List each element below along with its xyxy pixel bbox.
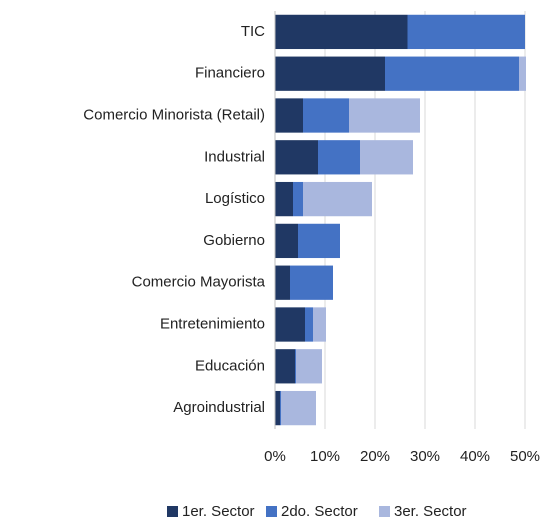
x-tick-label: 50%: [510, 448, 540, 465]
bar-segment: [360, 140, 413, 175]
bar-segment: [275, 349, 295, 384]
y-tick-label: Industrial: [204, 148, 265, 165]
bar-segment: [281, 390, 316, 426]
bar-segment: [275, 223, 298, 259]
y-tick-label: Financiero: [195, 65, 265, 82]
bar-segment: [275, 265, 290, 300]
bar-segment: [275, 98, 303, 133]
y-tick-label: Comercio Minorista (Retail): [83, 106, 265, 123]
bar-segment: [295, 349, 296, 384]
legend-label: 3er. Sector: [394, 503, 467, 520]
x-tick-label: 0%: [264, 448, 286, 465]
bar-segment: [290, 265, 333, 300]
x-tick-label: 30%: [410, 448, 440, 465]
y-tick-label: Comercio Mayorista: [132, 274, 266, 291]
bar-segment: [349, 98, 420, 133]
bar-segment: [298, 223, 340, 259]
x-tick-label: 40%: [460, 448, 490, 465]
bar-segment: [303, 98, 349, 133]
bar-segment: [275, 140, 318, 175]
bar-segment: [275, 14, 408, 50]
bar-segment: [407, 14, 525, 50]
bar-segment: [305, 307, 313, 342]
bar-segment: [275, 307, 305, 342]
bar-segment: [293, 181, 303, 217]
y-tick-label: TIC: [241, 23, 265, 40]
y-tick-label: Gobierno: [203, 232, 265, 249]
legend-swatch: [167, 506, 178, 517]
legend-label: 2do. Sector: [281, 503, 358, 520]
legend-label: 1er. Sector: [182, 503, 255, 520]
bar-segment: [318, 140, 360, 175]
bar-segment: [303, 181, 372, 217]
bar-segment: [275, 56, 385, 91]
bar-segment: [280, 390, 281, 426]
bar-segment: [313, 307, 326, 342]
y-tick-label: Entretenimiento: [160, 315, 265, 332]
x-tick-label: 10%: [310, 448, 340, 465]
bar-segment: [519, 56, 526, 91]
bar-segment: [296, 349, 322, 384]
x-tick-label: 20%: [360, 448, 390, 465]
y-tick-label: Agroindustrial: [173, 399, 265, 416]
bar-segment: [275, 181, 293, 217]
bar-segment: [385, 56, 519, 91]
y-tick-label: Logístico: [205, 190, 265, 207]
y-tick-label: Educación: [195, 357, 265, 374]
bar-segment: [275, 390, 280, 426]
legend-swatch: [266, 506, 277, 517]
legend-swatch: [379, 506, 390, 517]
